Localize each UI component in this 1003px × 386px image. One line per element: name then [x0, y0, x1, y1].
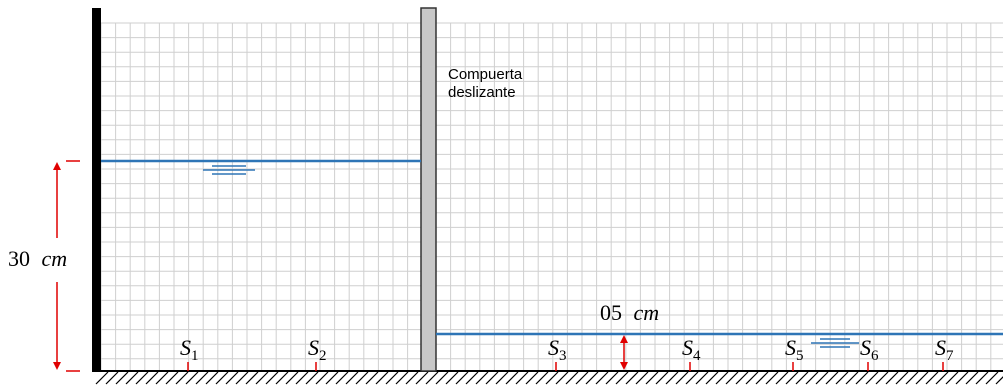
section-markers: S1 S2 S3 S4 S5 S6 S7 — [180, 335, 954, 371]
left-wall — [92, 8, 101, 371]
upstream-water-level-symbol — [203, 165, 255, 175]
floor-hatching — [95, 371, 1003, 385]
section-subscript: 2 — [319, 348, 327, 364]
section-letter: S — [180, 335, 191, 360]
section-letter: S — [860, 335, 871, 360]
left-depth-dimension — [53, 160, 80, 372]
section-letter: S — [935, 335, 946, 360]
section-label-5: S5 — [785, 335, 804, 364]
gate-label-line1: Compuerta — [448, 66, 523, 83]
section-label-2: S2 — [308, 335, 327, 364]
right-depth-dimension — [620, 335, 628, 370]
section-letter: S — [548, 335, 559, 360]
right-depth-label: 05 cm — [600, 300, 659, 325]
section-subscript: 7 — [946, 348, 954, 364]
right-depth-value: 05 — [600, 300, 622, 325]
right-depth-unit: cm — [634, 300, 660, 325]
left-depth-unit: cm — [42, 246, 68, 271]
section-label-1: S1 — [180, 335, 199, 364]
section-label-7: S7 — [935, 335, 954, 364]
gate-label-line2: deslizante — [448, 84, 516, 101]
section-letter: S — [682, 335, 693, 360]
section-label-4: S4 — [682, 335, 701, 364]
section-letter: S — [308, 335, 319, 360]
sliding-gate — [420, 7, 437, 372]
section-subscript: 3 — [559, 348, 567, 364]
section-label-3: S3 — [548, 335, 567, 364]
section-label-6: S6 — [860, 335, 879, 364]
section-subscript: 6 — [871, 348, 879, 364]
left-depth-value: 30 — [8, 246, 30, 271]
section-letter: S — [785, 335, 796, 360]
section-subscript: 4 — [693, 348, 701, 364]
downstream-water-level-symbol — [811, 338, 859, 348]
section-subscript: 5 — [796, 348, 804, 364]
section-subscript: 1 — [191, 348, 199, 364]
background-grid — [100, 22, 1003, 371]
left-depth-label: 30 cm — [8, 246, 67, 271]
